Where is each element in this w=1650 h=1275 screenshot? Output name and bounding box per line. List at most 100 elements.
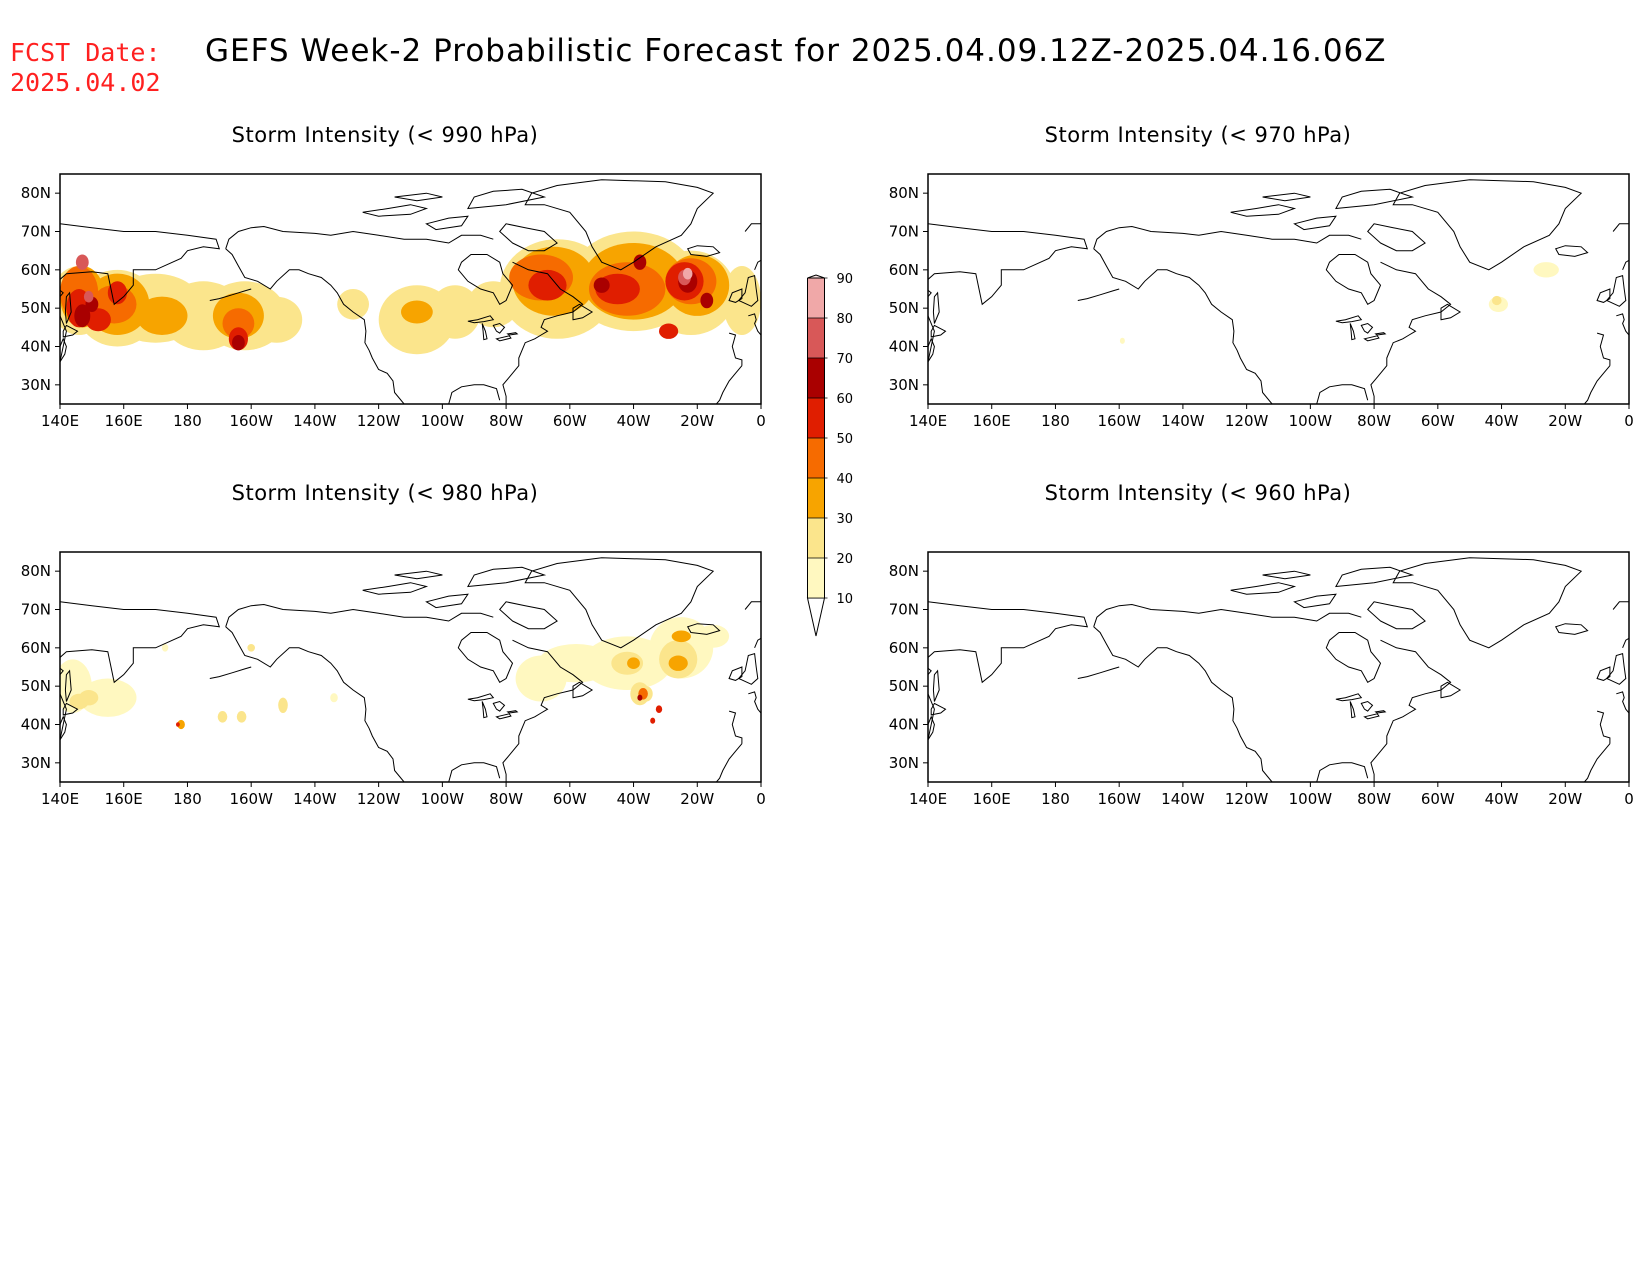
coastline [448, 762, 501, 782]
coastline [1360, 700, 1374, 712]
coastline [1360, 322, 1374, 334]
lon-tick-label: 100W [421, 790, 465, 808]
lon-tick-label: 140W [293, 412, 337, 430]
probability-shade [401, 300, 433, 324]
colorbar-label: 10 [837, 592, 854, 607]
coastline [932, 669, 940, 702]
lon-tick-label: 160W [1097, 790, 1141, 808]
lon-tick-label: 120W [1225, 412, 1269, 430]
lon-tick-label: 60W [1421, 412, 1455, 430]
lon-tick-label: 180 [173, 790, 202, 808]
coastline [362, 204, 429, 217]
coastline [1370, 639, 1452, 782]
lon-tick-label: 180 [173, 412, 202, 430]
lon-tick-label: 40W [1485, 412, 1519, 430]
probability-shade [429, 285, 481, 339]
coastline [1349, 701, 1356, 719]
forecast-date-label: FCST Date: 2025.04.02 [10, 38, 161, 98]
coastline [1262, 570, 1311, 580]
probability-shade [1533, 262, 1559, 278]
coastline [499, 601, 558, 630]
colorbar-min-triangle [806, 597, 826, 637]
probability-shade [75, 254, 89, 270]
colorbar-segment [807, 478, 825, 518]
coastline [1596, 666, 1611, 681]
coastline [748, 691, 761, 714]
coastline [686, 245, 721, 257]
probability-shade [650, 717, 656, 724]
main-title: GEFS Week-2 Probabilistic Forecast for 2… [205, 33, 1387, 69]
coastline [481, 323, 488, 341]
coastline [225, 225, 494, 249]
colorbar-segment [807, 518, 825, 558]
coastline [467, 188, 547, 210]
map-frame [59, 551, 762, 783]
coastline [728, 710, 743, 744]
coastline [928, 601, 1089, 740]
probability-shade [79, 678, 137, 717]
colorbar-segment [807, 438, 825, 478]
lat-tick-label: 30N [21, 376, 51, 394]
coastline [572, 303, 594, 321]
lon-tick-label: 80W [1357, 412, 1391, 430]
coastline [1392, 179, 1583, 271]
coastline [1554, 245, 1589, 257]
coastline [754, 259, 761, 270]
lon-tick-label: 140E [41, 790, 79, 808]
lon-tick-label: 20W [1548, 790, 1582, 808]
coastline [1367, 223, 1426, 252]
probability-shade [722, 266, 761, 335]
lat-tick-label: 30N [21, 754, 51, 772]
probability-shade [136, 296, 188, 335]
probability-shade [668, 655, 688, 671]
coastline [492, 700, 506, 712]
lat-tick-label: 60N [889, 639, 919, 657]
coastline [1293, 215, 1337, 231]
probability-shade [659, 323, 679, 339]
coastline [60, 337, 67, 363]
lon-tick-label: 80W [489, 412, 523, 430]
lon-tick-label: 160E [105, 790, 143, 808]
colorbar-label: 20 [837, 552, 854, 567]
panel-title-980: Storm Intensity (< 980 hPa) [231, 481, 539, 505]
coastline [394, 570, 443, 580]
coastline [728, 666, 743, 681]
probability-shade [337, 289, 369, 320]
coastline [524, 179, 715, 271]
lon-tick-label: 20W [680, 790, 714, 808]
coastline [1596, 288, 1611, 303]
coastline [1616, 313, 1629, 336]
coastline [1093, 248, 1273, 404]
forecast-date-value: 2025.04.02 [10, 68, 161, 97]
lon-tick-label: 0 [756, 790, 766, 808]
probability-shade [247, 644, 255, 652]
probability-shade [74, 304, 91, 328]
coastline [394, 192, 443, 202]
coastline [1077, 288, 1120, 301]
coastline [1363, 335, 1380, 342]
probability-shade [637, 694, 643, 701]
coastline [362, 582, 429, 595]
coastline [506, 332, 519, 336]
lon-tick-label: 120W [357, 790, 401, 808]
lat-tick-label: 60N [889, 261, 919, 279]
coastline [1612, 601, 1629, 610]
coastline [1325, 632, 1382, 683]
coastline [1230, 582, 1297, 595]
coastline [1440, 303, 1462, 321]
coastline [1616, 691, 1629, 714]
coastline [1293, 593, 1337, 609]
coastline [930, 702, 947, 716]
probability-shade [217, 711, 228, 723]
coastline [748, 313, 761, 336]
coastline [1596, 710, 1611, 744]
coastline [1093, 603, 1362, 627]
coastline [928, 715, 935, 741]
lon-tick-label: 20W [680, 412, 714, 430]
coastline [728, 332, 743, 366]
coastline [60, 601, 221, 740]
lon-tick-label: 100W [421, 412, 465, 430]
coastline [928, 223, 1089, 362]
probability-shade [655, 705, 663, 713]
coastline [1374, 710, 1387, 714]
